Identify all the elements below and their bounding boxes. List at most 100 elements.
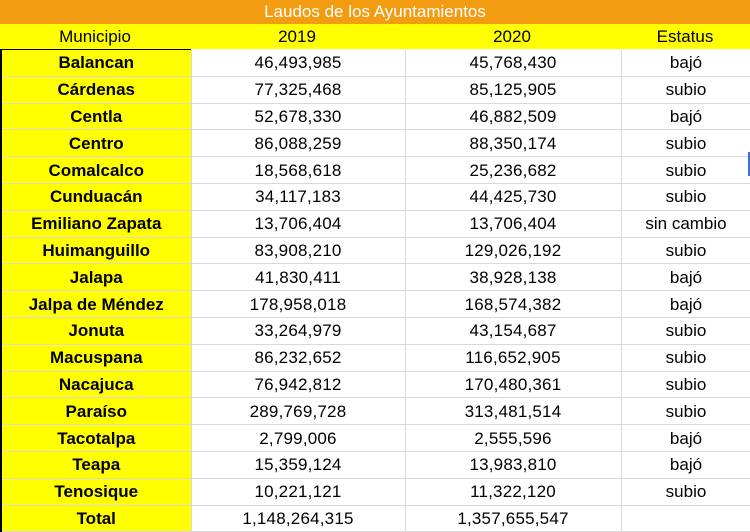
value-2019-cell[interactable]: 83,908,210 xyxy=(191,237,406,265)
value-2019-cell[interactable]: 10,221,121 xyxy=(191,478,406,506)
value-2019-cell[interactable]: 15,359,124 xyxy=(191,451,406,479)
value-2020-cell[interactable]: 1,357,655,547 xyxy=(405,505,622,532)
value-2020-cell[interactable]: 45,768,430 xyxy=(405,49,622,77)
municipio-cell[interactable]: Emiliano Zapata xyxy=(0,209,192,238)
value-2020-cell[interactable]: 170,480,361 xyxy=(405,371,622,399)
value-2019-cell[interactable]: 33,264,979 xyxy=(191,317,406,345)
value-2020-cell[interactable]: 85,125,905 xyxy=(405,76,622,104)
estatus-cell[interactable]: subio xyxy=(621,371,750,399)
municipio-cell[interactable]: Tacotalpa xyxy=(0,424,192,452)
value-2020-cell[interactable]: 46,882,509 xyxy=(405,103,622,131)
estatus-cell[interactable]: subio xyxy=(621,478,750,506)
table-row: Cárdenas 77,325,468 85,125,905 subio xyxy=(0,75,750,104)
table-row: Huimanguillo 83,908,210 129,026,192 subio xyxy=(0,236,750,265)
municipio-cell[interactable]: Centro xyxy=(0,129,192,158)
data-table: Balancan 46,493,985 45,768,430 bajó Cárdenas… xyxy=(0,49,750,532)
estatus-cell[interactable]: subio xyxy=(621,129,750,158)
municipio-cell[interactable]: Jalapa xyxy=(0,263,192,292)
table-row: Paraíso 289,769,728 313,481,514 subio xyxy=(0,397,750,426)
value-2020-cell[interactable]: 38,928,138 xyxy=(405,263,622,292)
header-row: Municipio 2019 2020 Estatus xyxy=(0,24,750,49)
value-2019-cell[interactable]: 1,148,264,315 xyxy=(191,505,406,532)
estatus-cell[interactable]: subio xyxy=(621,317,750,345)
value-2020-cell[interactable]: 44,425,730 xyxy=(405,183,622,211)
table-row: Jalpa de Méndez 178,958,018 168,574,382 baj… xyxy=(0,290,750,318)
table-row: Cunduacán 34,117,183 44,425,730 subio xyxy=(0,182,750,211)
value-2019-cell[interactable]: 86,232,652 xyxy=(191,344,406,372)
table-row: Balancan 46,493,985 45,768,430 bajó xyxy=(0,49,750,77)
municipio-cell[interactable]: Teapa xyxy=(0,450,192,479)
value-2020-cell[interactable]: 88,350,174 xyxy=(405,129,622,158)
selection-edge xyxy=(748,152,750,176)
municipio-cell[interactable]: Cárdenas xyxy=(0,75,192,104)
municipio-cell[interactable]: Huimanguillo xyxy=(0,236,192,265)
estatus-cell[interactable]: subio xyxy=(621,237,750,265)
estatus-cell[interactable]: subio xyxy=(621,344,750,372)
estatus-cell[interactable]: subio xyxy=(621,156,750,184)
value-2020-cell[interactable]: 13,706,404 xyxy=(405,210,622,238)
table-row: Emiliano Zapata 13,706,404 13,706,404 sin c… xyxy=(0,209,750,238)
header-estatus: Estatus xyxy=(656,27,714,46)
value-2019-cell[interactable]: 76,942,812 xyxy=(191,371,406,399)
value-2020-cell[interactable]: 129,026,192 xyxy=(405,237,622,265)
table-title: Laudos de los Ayuntamientos xyxy=(0,0,750,24)
table-row: Centla 52,678,330 46,882,509 bajó xyxy=(0,102,750,131)
estatus-cell[interactable]: bajó xyxy=(621,290,750,318)
value-2020-cell[interactable]: 313,481,514 xyxy=(405,397,622,426)
municipio-cell[interactable]: Paraíso xyxy=(0,397,192,426)
municipio-cell[interactable]: Centla xyxy=(0,102,192,131)
municipio-cell[interactable]: Jonuta xyxy=(0,316,192,345)
value-2019-cell[interactable]: 2,799,006 xyxy=(191,424,406,452)
table-row: Teapa 15,359,124 13,983,810 bajó xyxy=(0,450,750,479)
table-body: Balancan 46,493,985 45,768,430 bajó Cárdenas… xyxy=(0,49,750,532)
value-2019-cell[interactable]: 77,325,468 xyxy=(191,76,406,104)
value-2020-cell[interactable]: 11,322,120 xyxy=(405,478,622,506)
estatus-cell[interactable]: subio xyxy=(621,183,750,211)
estatus-cell[interactable]: subio xyxy=(621,397,750,426)
table-row: Tenosique 10,221,121 11,322,120 subio xyxy=(0,477,750,506)
header-municipio: Municipio xyxy=(59,27,131,46)
table-row: Comalcalco 18,568,618 25,236,682 subio xyxy=(0,156,750,184)
value-2019-cell[interactable]: 86,088,259 xyxy=(191,129,406,158)
municipio-cell[interactable]: Macuspana xyxy=(0,343,192,372)
value-2019-cell[interactable]: 178,958,018 xyxy=(191,290,406,318)
value-2019-cell[interactable]: 13,706,404 xyxy=(191,210,406,238)
table-row: Centro 86,088,259 88,350,174 subio xyxy=(0,129,750,158)
total-row: Total 1,148,264,315 1,357,655,547 xyxy=(0,504,750,532)
value-2019-cell[interactable]: 34,117,183 xyxy=(191,183,406,211)
table-row: Nacajuca 76,942,812 170,480,361 subio xyxy=(0,370,750,399)
estatus-cell[interactable]: bajó xyxy=(621,263,750,292)
value-2019-cell[interactable]: 41,830,411 xyxy=(191,263,406,292)
estatus-cell[interactable]: bajó xyxy=(621,424,750,452)
estatus-cell[interactable]: subio xyxy=(621,76,750,104)
municipio-cell[interactable]: Total xyxy=(0,504,192,532)
value-2020-cell[interactable]: 25,236,682 xyxy=(405,156,622,184)
header-2019: 2019 xyxy=(278,27,316,46)
value-2020-cell[interactable]: 43,154,687 xyxy=(405,317,622,345)
estatus-cell[interactable] xyxy=(621,505,750,532)
table-row: Jalapa 41,830,411 38,928,138 bajó xyxy=(0,263,750,292)
municipio-cell[interactable]: Nacajuca xyxy=(0,370,192,399)
value-2020-cell[interactable]: 116,652,905 xyxy=(405,344,622,372)
municipio-cell[interactable]: Balancan xyxy=(0,49,192,77)
value-2020-cell[interactable]: 2,555,596 xyxy=(405,424,622,452)
municipio-cell[interactable]: Tenosique xyxy=(0,477,192,506)
municipio-cell[interactable]: Cunduacán xyxy=(0,182,192,211)
value-2019-cell[interactable]: 289,769,728 xyxy=(191,397,406,426)
estatus-cell[interactable]: bajó xyxy=(621,103,750,131)
value-2019-cell[interactable]: 46,493,985 xyxy=(191,49,406,77)
header-2020: 2020 xyxy=(493,27,531,46)
value-2019-cell[interactable]: 52,678,330 xyxy=(191,103,406,131)
table-row: Jonuta 33,264,979 43,154,687 subio xyxy=(0,316,750,345)
value-2020-cell[interactable]: 168,574,382 xyxy=(405,290,622,318)
municipio-cell[interactable]: Jalpa de Méndez xyxy=(0,290,192,318)
municipio-cell[interactable]: Comalcalco xyxy=(0,156,192,184)
value-2019-cell[interactable]: 18,568,618 xyxy=(191,156,406,184)
estatus-cell[interactable]: bajó xyxy=(621,49,750,77)
estatus-cell[interactable]: sin cambio xyxy=(621,210,750,238)
estatus-cell[interactable]: bajó xyxy=(621,451,750,479)
table-row: Tacotalpa 2,799,006 2,555,596 bajó xyxy=(0,424,750,452)
table-row: Macuspana 86,232,652 116,652,905 subio xyxy=(0,343,750,372)
value-2020-cell[interactable]: 13,983,810 xyxy=(405,451,622,479)
